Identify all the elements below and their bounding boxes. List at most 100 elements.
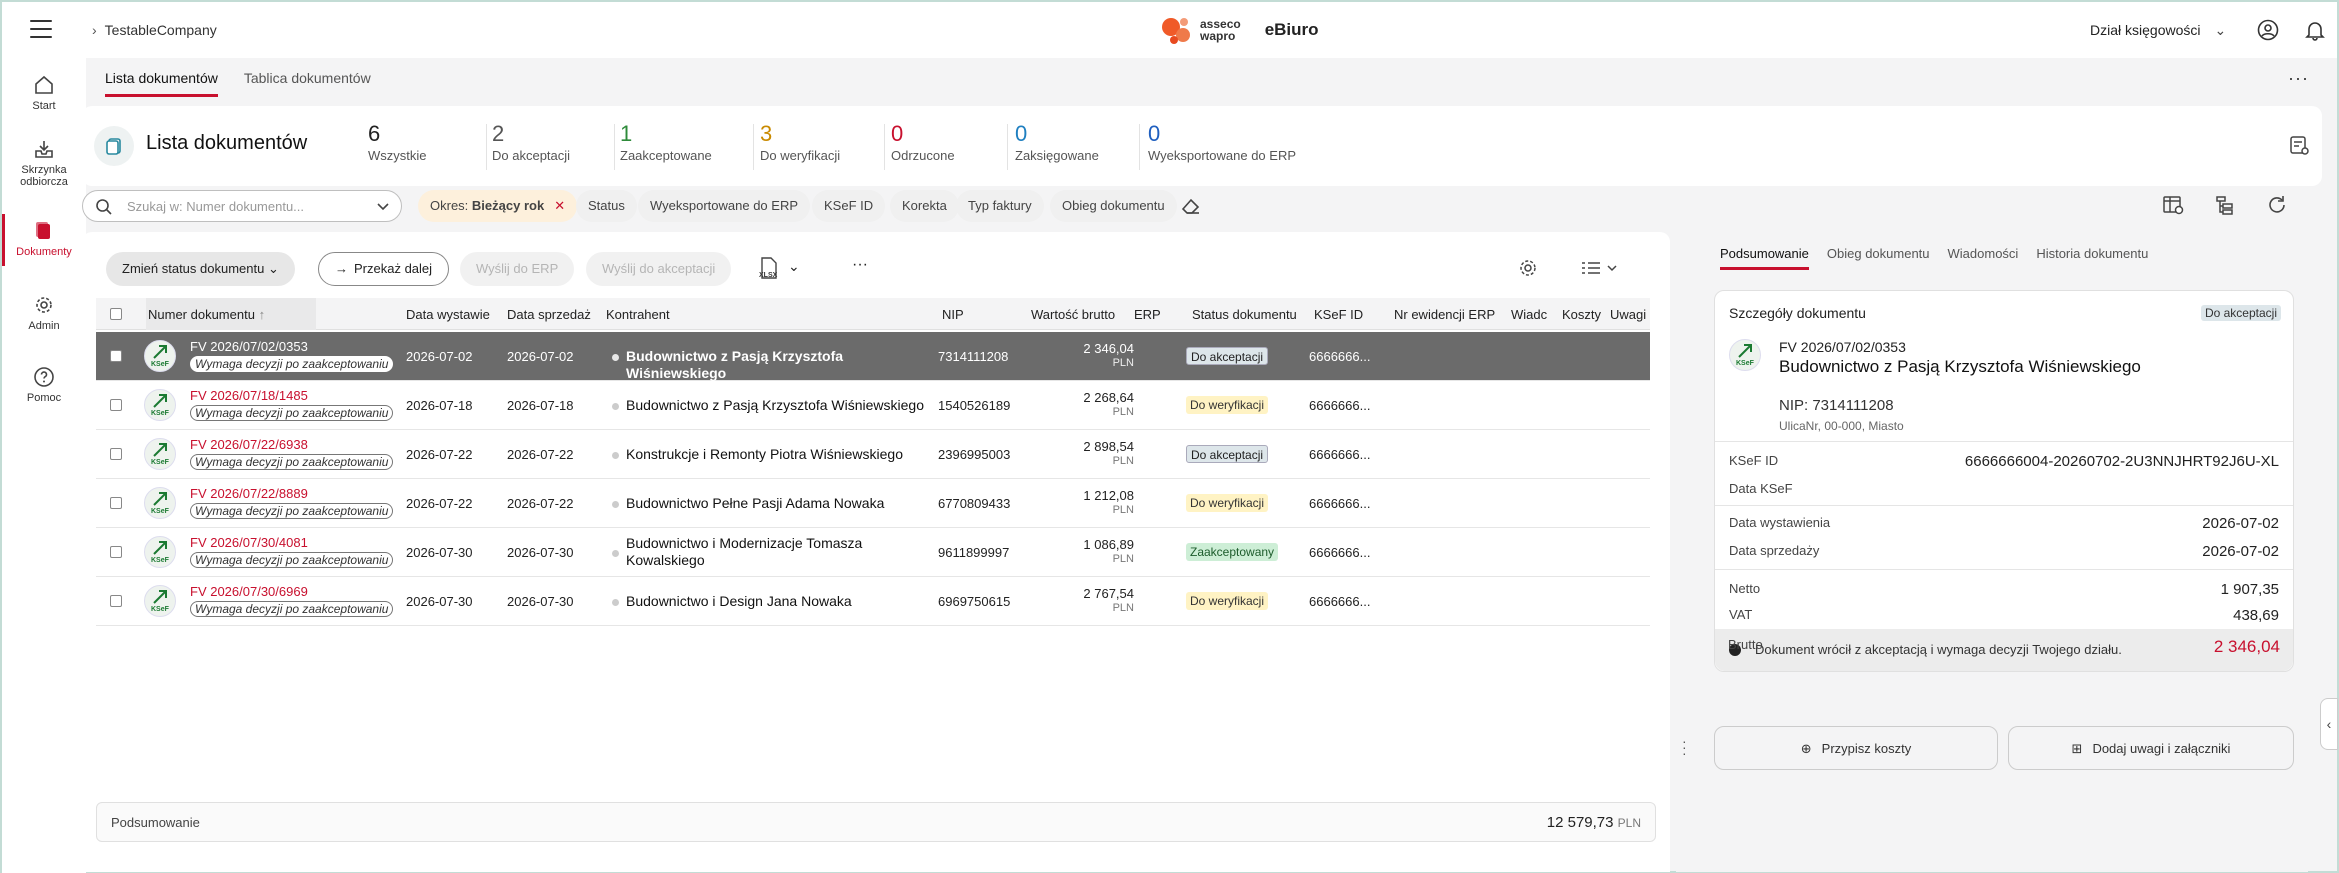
search-icon: [96, 199, 112, 215]
col-doc-status[interactable]: Status dokumentu: [1192, 307, 1297, 322]
col-erp-record-no[interactable]: Nr ewidencji ERP: [1394, 307, 1496, 322]
row-checkbox[interactable]: [110, 448, 122, 460]
tab-document-flow[interactable]: Obieg dokumentu: [1826, 246, 1930, 261]
document-number[interactable]: FV 2026/07/02/0353: [190, 339, 308, 354]
col-notes[interactable]: Uwagi: [1610, 307, 1647, 322]
filter-chip-invoice-type[interactable]: Typ faktury: [956, 190, 1044, 222]
eraser-icon[interactable]: [1180, 196, 1202, 216]
issue-date: 2026-07-18: [406, 398, 473, 413]
table-row[interactable]: KSeF FV 2026/07/30/6969 Wymaga decyzji po …: [96, 577, 1650, 626]
stat-all-label: Wszystkie: [368, 148, 427, 163]
filter-chip-exported-erp[interactable]: Wyeksportowane do ERP: [638, 190, 811, 222]
sidebar-item-documents[interactable]: Dokumenty: [2, 214, 86, 266]
table-row[interactable]: KSeF FV 2026/07/22/8889 Wymaga decyzji po …: [96, 479, 1650, 528]
tab-summary[interactable]: Podsumowanie: [1720, 246, 1809, 270]
document-number[interactable]: FV 2026/07/30/6969: [190, 584, 308, 599]
document-settings-icon[interactable]: [2288, 134, 2310, 156]
tab-document-board[interactable]: Tablica dokumentów: [243, 70, 371, 86]
table-row[interactable]: KSeF FV 2026/07/30/4081 Wymaga decyzji po …: [96, 528, 1650, 577]
col-issue-date[interactable]: Data wystawie: [406, 307, 490, 322]
department-selector[interactable]: Dział księgowości ⌄: [2090, 22, 2226, 39]
sidebar-item-inbox[interactable]: Skrzynka odbiorcza: [2, 138, 86, 188]
stat-exported-erp[interactable]: 0 Wyeksportowane do ERP: [1148, 122, 1296, 164]
panel-resize-handle[interactable]: · · ·: [1682, 733, 1687, 761]
table-row[interactable]: KSeF FV 2026/07/02/0353 Wymaga decyzji po …: [96, 332, 1650, 381]
stat-booked[interactable]: 0 Zaksięgowane: [1015, 122, 1099, 164]
tab-document-history[interactable]: Historia dokumentu: [2036, 246, 2149, 261]
refresh-icon[interactable]: [2266, 194, 2288, 216]
filter-chip-period[interactable]: Okres: Bieżący rok ✕: [418, 190, 578, 222]
document-list-panel: Zmień status dokumentu ⌄ → Przekaż dalej …: [82, 232, 1670, 872]
more-actions-icon[interactable]: ···: [852, 256, 868, 273]
select-all-checkbox[interactable]: [110, 308, 122, 320]
col-gross-value[interactable]: Wartość brutto: [1031, 307, 1116, 322]
search-input[interactable]: Szukaj w: Numer dokumentu...: [82, 190, 402, 222]
notifications-bell-icon[interactable]: [2304, 19, 2326, 41]
col-costs[interactable]: Koszty: [1562, 307, 1602, 322]
user-account-icon[interactable]: [2257, 19, 2279, 41]
document-number[interactable]: FV 2026/07/30/4081: [190, 535, 308, 550]
decision-badge: Wymaga decyzji po zaakceptowaniu: [190, 552, 394, 568]
row-checkbox[interactable]: [110, 399, 122, 411]
chevron-down-icon: [377, 203, 389, 211]
tab-messages[interactable]: Wiadomości: [1947, 246, 2019, 261]
stat-to-accept[interactable]: 2 Do akceptacji: [492, 122, 570, 164]
stat-to-verify[interactable]: 3 Do weryfikacji: [760, 122, 840, 164]
arrow-right-icon: →: [335, 261, 348, 276]
forward-button[interactable]: → Przekaż dalej: [318, 252, 450, 286]
stat-rejected[interactable]: 0 Odrzucone: [891, 122, 955, 164]
contractor-name: Konstrukcje i Remonty Piotra Wiśniewskie…: [626, 446, 903, 462]
sale-date-value: 2026-07-02: [2202, 543, 2279, 560]
more-options-icon[interactable]: ···: [2288, 68, 2309, 88]
send-to-erp-button[interactable]: Wyślij do ERP: [460, 252, 575, 286]
table-row[interactable]: KSeF FV 2026/07/18/1485 Wymaga decyzji po …: [96, 381, 1650, 430]
document-number[interactable]: FV 2026/07/18/1485: [190, 388, 308, 403]
filter-chip-correction[interactable]: Korekta: [890, 190, 959, 222]
filter-chip-status[interactable]: Status: [576, 190, 637, 222]
row-checkbox[interactable]: [110, 595, 122, 607]
export-xlsx-button[interactable]: XLSX ⌄: [758, 256, 806, 284]
col-doc-number[interactable]: Numer dokumentu ↑: [146, 298, 316, 330]
col-sale-date[interactable]: Data sprzedaż: [507, 307, 591, 322]
table-info-icon[interactable]: [2162, 194, 2184, 216]
filter-chip-document-flow[interactable]: Obieg dokumentu: [1050, 190, 1177, 222]
add-notes-button[interactable]: ⊞ Dodaj uwagi i załączniki: [2008, 726, 2294, 770]
filter-chip-ksef-id[interactable]: KSeF ID: [812, 190, 886, 222]
row-checkbox[interactable]: [110, 546, 122, 558]
document-list-icon: [94, 126, 134, 166]
menu-icon[interactable]: [30, 20, 52, 38]
document-number[interactable]: FV 2026/07/22/8889: [190, 486, 308, 501]
gross-amount: 1 086,89 PLN: [1036, 538, 1134, 566]
col-ksef-id[interactable]: KSeF ID: [1314, 307, 1364, 322]
view-options-icon[interactable]: [1580, 260, 1620, 276]
col-messages[interactable]: Wiadc: [1511, 307, 1548, 322]
col-erp[interactable]: ERP: [1134, 307, 1161, 322]
row-checkbox[interactable]: [110, 350, 122, 362]
ksef-icon: KSeF: [144, 536, 176, 568]
stat-accepted[interactable]: 1 Zaakceptowane: [620, 122, 712, 164]
col-nip[interactable]: NIP: [942, 307, 964, 322]
company-breadcrumb[interactable]: › TestableCompany: [92, 22, 217, 38]
sidebar-item-help[interactable]: Pomoc: [2, 366, 86, 404]
admin-gear-icon: [36, 297, 52, 313]
sidebar-item-start[interactable]: Start: [2, 74, 86, 112]
kv-net: Netto 1 907,35: [1729, 581, 2279, 601]
clear-period-icon[interactable]: ✕: [554, 198, 566, 213]
stat-all[interactable]: 6 Wszystkie: [368, 122, 427, 164]
sidebar-item-admin[interactable]: Admin: [2, 294, 86, 332]
nip-value: 6969750615: [938, 594, 1011, 609]
change-status-button[interactable]: Zmień status dokumentu ⌄: [106, 252, 295, 286]
row-checkbox[interactable]: [110, 497, 122, 509]
settings-gear-icon[interactable]: [1518, 258, 1538, 278]
info-note: Dokument wrócił z akceptacją i wymaga de…: [1715, 629, 2293, 671]
tree-view-icon[interactable]: [2214, 194, 2236, 216]
table-row[interactable]: KSeF FV 2026/07/22/6938 Wymaga decyzji po …: [96, 430, 1650, 479]
gross-amount: 2 767,54 PLN: [1036, 587, 1134, 615]
forward-label: Przekaż dalej: [354, 261, 433, 276]
document-number[interactable]: FV 2026/07/22/6938: [190, 437, 308, 452]
collapse-panel-button[interactable]: ‹: [2320, 698, 2338, 750]
assign-costs-button[interactable]: ⊕ Przypisz koszty: [1714, 726, 1998, 770]
send-to-acceptance-button[interactable]: Wyślij do akceptacji: [586, 252, 732, 286]
tab-document-list[interactable]: Lista dokumentów: [105, 70, 218, 97]
col-contractor[interactable]: Kontrahent: [606, 307, 670, 322]
